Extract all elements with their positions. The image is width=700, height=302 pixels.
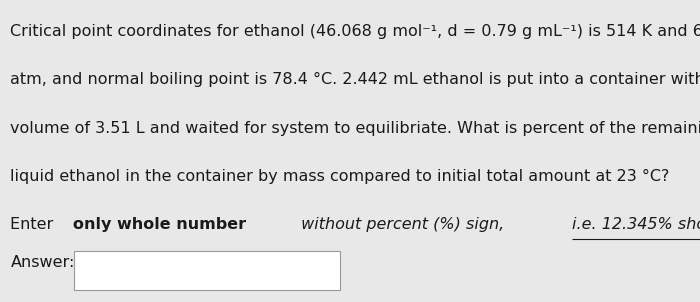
Text: Critical point coordinates for ethanol (46.068 g mol⁻¹, d = 0.79 g mL⁻¹) is 514 : Critical point coordinates for ethanol (… xyxy=(10,24,700,39)
Text: volume of 3.51 L and waited for system to equilibriate. What is percent of the r: volume of 3.51 L and waited for system t… xyxy=(10,121,700,136)
Text: liquid ethanol in the container by mass compared to initial total amount at 23 °: liquid ethanol in the container by mass … xyxy=(10,169,670,184)
FancyBboxPatch shape xyxy=(74,251,340,290)
Text: atm, and normal boiling point is 78.4 °C. 2.442 mL ethanol is put into a contain: atm, and normal boiling point is 78.4 °C… xyxy=(10,72,700,88)
Text: Answer:: Answer: xyxy=(10,255,75,270)
Text: i.e. 12.345% should be entered as 12: i.e. 12.345% should be entered as 12 xyxy=(572,217,700,233)
Text: only whole number: only whole number xyxy=(73,217,246,233)
Text: Enter: Enter xyxy=(10,217,59,233)
Text: without percent (%) sign,: without percent (%) sign, xyxy=(296,217,510,233)
